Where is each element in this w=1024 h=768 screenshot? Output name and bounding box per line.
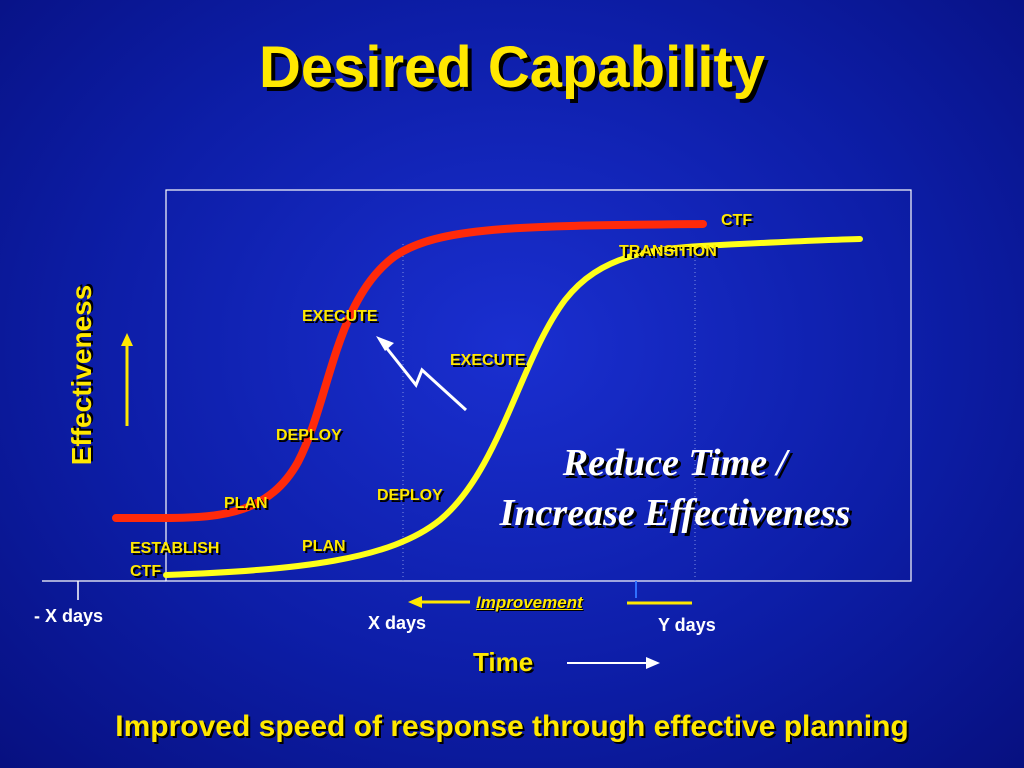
footer-text: Improved speed of response through effec… [115,710,909,743]
improvement-arrow-icon [408,596,422,608]
establish-ctf-label: CTF [130,563,162,580]
yellow-deploy-label: DEPLOY [377,487,443,504]
red-plan-label: PLAN [224,495,268,512]
minus-x-days-label: - X days [34,606,104,626]
x-days-label: X days [368,613,427,633]
transition-label: TRANSITION [619,243,717,260]
ctf-top-label: CTF [721,212,753,229]
yellow-execute-label: EXECUTE [450,352,526,369]
y-axis-label: Effectiveness [66,284,97,466]
improvement-label: Improvement [476,593,583,612]
callout-line-2: Increase Effectiveness [499,492,851,534]
x-axis-label: Time [473,647,534,677]
lightning-bolt-icon [383,345,468,412]
red-execute-label: EXECUTE [302,308,378,325]
effectiveness-arrow-icon [121,333,133,346]
y-days-label: Y days [658,615,716,635]
chart-frame [165,189,912,582]
red-deploy-label: DEPLOY [276,427,342,444]
lightning-arrowhead-icon [376,336,394,351]
callout-text: Reduce Time / Increase Effectiveness [440,438,910,538]
yellow-plan-label: PLAN [302,538,346,555]
red-capability-curve [112,220,707,522]
slide-title: Desired Capability [258,35,766,100]
establish-label: ESTABLISH [130,540,220,557]
callout-line-1: Reduce Time / [562,442,788,484]
yellow-capability-curve [163,236,863,578]
time-arrow-icon [646,657,660,669]
